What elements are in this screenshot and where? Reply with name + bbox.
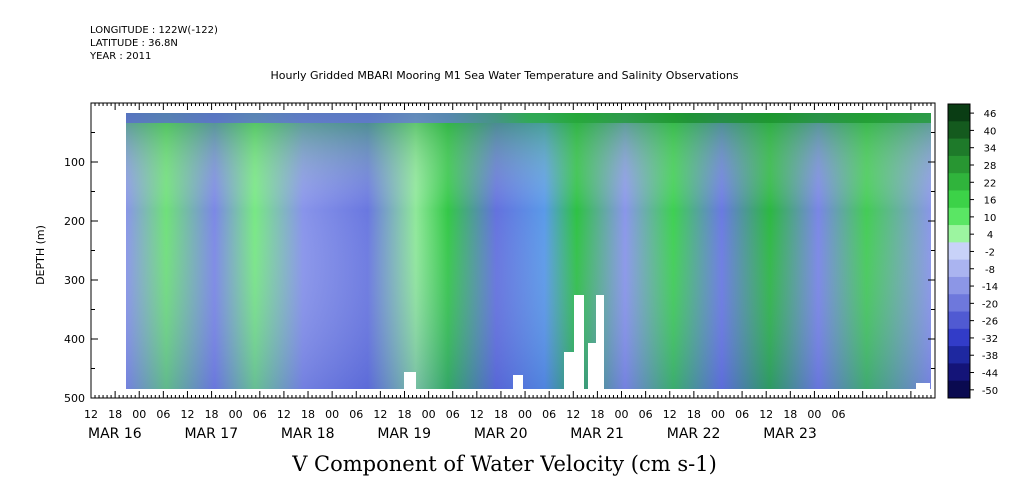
x-hour-label: 06	[542, 408, 556, 421]
colorbar-label: -38	[982, 351, 998, 362]
colorbar-label: 46	[984, 109, 997, 120]
x-hour-label: 18	[783, 408, 797, 421]
x-hour-label: 00	[615, 408, 629, 421]
x-hour-label: 18	[494, 408, 508, 421]
x-hour-label: 18	[397, 408, 411, 421]
x-hour-label: 00	[807, 408, 821, 421]
colorbar-label: 4	[987, 230, 993, 241]
x-hour-label: 06	[735, 408, 749, 421]
x-hour-label: 18	[205, 408, 219, 421]
x-hour-label: 12	[566, 408, 580, 421]
colorbar-swatch	[948, 155, 970, 174]
colorbar-swatch	[948, 104, 970, 122]
colorbar-label: -50	[982, 386, 998, 397]
colorbar: 46 40 34 28 22 16 10 4 -2 -8 -14 -20 -26 -32 -38 -44 -50	[947, 103, 998, 399]
colorbar-swatch	[948, 346, 970, 364]
x-date-label: MAR 20	[474, 426, 528, 442]
colorbar-swatch	[948, 173, 970, 191]
x-hour-label: 12	[759, 408, 773, 421]
y-tick-label: 200	[64, 215, 85, 228]
x-date-label: MAR 22	[667, 426, 721, 442]
x-hour-label: 00	[229, 408, 243, 421]
x-hour-label: 12	[277, 408, 291, 421]
colorbar-swatch	[948, 225, 970, 243]
x-hour-label: 06	[446, 408, 460, 421]
colorbar-swatch	[948, 311, 970, 330]
colorbar-label: 34	[984, 144, 997, 155]
colorbar-swatch	[948, 121, 970, 140]
latitude-label: LATITUDE : 36.8N	[90, 38, 178, 49]
x-hour-label: 06	[349, 408, 363, 421]
colorbar-swatch	[948, 259, 970, 278]
year-label: YEAR : 2011	[90, 51, 152, 62]
colorbar-label: -26	[982, 317, 998, 328]
colorbar-swatch	[948, 190, 970, 209]
colorbar-swatch	[948, 138, 970, 157]
x-hour-label: 18	[590, 408, 604, 421]
y-tick-label: 300	[64, 274, 85, 287]
x-hour-label: 00	[518, 408, 532, 421]
x-axis-label: V Component of Water Velocity (cm s-1)	[292, 452, 717, 476]
colorbar-label: 28	[984, 161, 997, 172]
x-date-label: MAR 18	[281, 426, 335, 442]
colorbar-label: -8	[985, 265, 995, 276]
x-hour-label: 12	[470, 408, 484, 421]
colorbar-swatch	[948, 207, 970, 226]
colorbar-label: 16	[984, 196, 997, 207]
x-hour-label: 00	[132, 408, 146, 421]
x-date-label: MAR 17	[184, 426, 238, 442]
plot-area	[90, 102, 936, 399]
x-date-label: MAR 16	[88, 426, 142, 442]
x-hour-label: 06	[639, 408, 653, 421]
x-hour-label: 06	[832, 408, 846, 421]
colorbar-label: 22	[984, 178, 997, 189]
x-axis: 12 18 00 06 12 18 00 06 12 18 00 06 12 18 00 06 12 18 00 06…	[84, 103, 936, 442]
y-tick-label: 400	[64, 333, 85, 346]
colorbar-label: -44	[982, 369, 998, 380]
x-hour-label: 06	[253, 408, 267, 421]
colorbar-label: -20	[982, 299, 998, 310]
x-hour-label: 12	[663, 408, 677, 421]
colorbar-label: -32	[982, 334, 998, 345]
y-axis: 100 200 300 400 500	[64, 102, 935, 405]
x-hour-label: 12	[373, 408, 387, 421]
x-hour-label: 18	[108, 408, 122, 421]
x-hour-label: 06	[156, 408, 170, 421]
x-hour-label: 18	[687, 408, 701, 421]
x-date-label: MAR 19	[377, 426, 431, 442]
longitude-label: LONGITUDE : 122W(-122)	[90, 25, 218, 36]
colorbar-swatch	[948, 380, 970, 399]
colorbar-swatch	[948, 363, 970, 382]
colorbar-swatch	[948, 276, 970, 295]
y-tick-label: 500	[64, 392, 85, 405]
colorbar-swatch	[948, 328, 970, 347]
missing-data-gaps	[404, 295, 930, 389]
x-hour-label: 12	[180, 408, 194, 421]
colorbar-swatch	[948, 294, 970, 313]
x-date-label: MAR 21	[570, 426, 624, 442]
x-date-label: MAR 23	[763, 426, 817, 442]
chart-title: Hourly Gridded MBARI Mooring M1 Sea Wate…	[270, 69, 739, 82]
y-tick-label: 100	[64, 156, 85, 169]
colorbar-swatch	[948, 242, 970, 261]
x-hour-label: 00	[711, 408, 725, 421]
heatmap-surface-band	[126, 113, 931, 123]
colorbar-label: -14	[982, 282, 998, 293]
x-hour-label: 18	[301, 408, 315, 421]
colorbar-label: 10	[984, 213, 997, 224]
heatmap-depth-shading	[126, 113, 931, 389]
colorbar-label: -2	[985, 247, 995, 258]
colorbar-label: 40	[984, 126, 997, 137]
x-hour-label: 00	[325, 408, 339, 421]
x-hour-label: 12	[84, 408, 98, 421]
x-hour-label: 00	[422, 408, 436, 421]
y-axis-label: DEPTH (m)	[34, 225, 47, 285]
